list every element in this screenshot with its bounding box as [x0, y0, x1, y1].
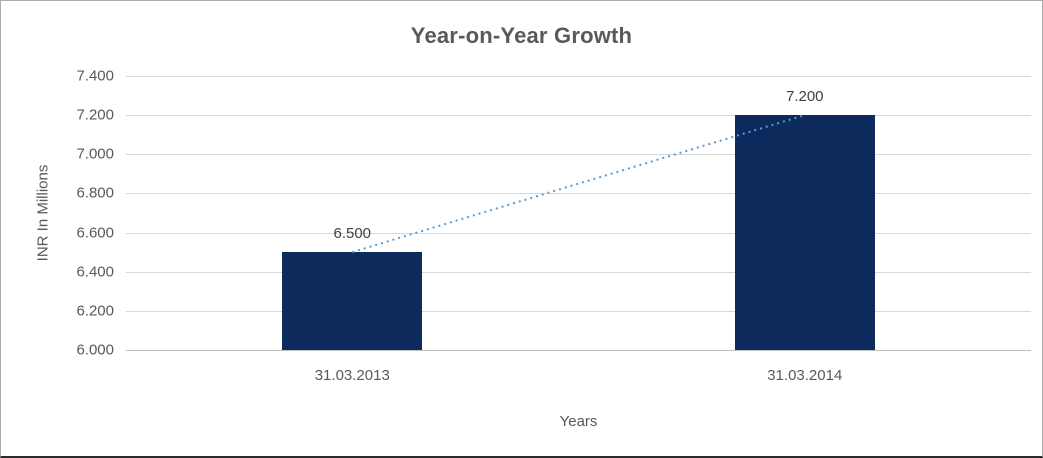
- gridline: [126, 193, 1031, 194]
- y-tick-label: 6.800: [76, 184, 114, 202]
- trendline-layer: [351, 114, 806, 254]
- bar-31.03.2013: [282, 252, 423, 350]
- bar-value-label: 7.200: [785, 88, 824, 106]
- x-tick-label: 31.03.2014: [767, 367, 843, 384]
- gridline: [126, 154, 1031, 155]
- bar-value-label: 6.500: [333, 225, 372, 243]
- trendline: [351, 114, 806, 254]
- gridline: [126, 311, 1031, 312]
- gridline: [126, 233, 1031, 234]
- chart-title: Year-on-Year Growth: [410, 23, 633, 48]
- plot-area: 6.000 6.200 6.400 6.600 6.800 7.000 7.200 7.400…: [76, 68, 1031, 384]
- y-tick-label: 6.000: [76, 341, 114, 359]
- y-tick-label: 7.000: [76, 145, 114, 163]
- y-axis-title: INR In Millions: [34, 164, 52, 262]
- gridline: [126, 272, 1031, 273]
- x-axis-line: [126, 350, 1031, 351]
- y-tick-label: 7.400: [76, 67, 114, 85]
- y-tick-label: 6.400: [76, 263, 114, 281]
- x-axis-title: Years: [559, 413, 598, 430]
- x-tick-label: 31.03.2013: [314, 367, 390, 384]
- y-tick-label: 7.200: [76, 106, 114, 124]
- y-tick-label: 6.600: [76, 224, 114, 242]
- gridline: [126, 76, 1031, 77]
- y-tick-label: 6.200: [76, 302, 114, 320]
- gridline: [126, 115, 1031, 116]
- bar-31.03.2014: [734, 115, 875, 350]
